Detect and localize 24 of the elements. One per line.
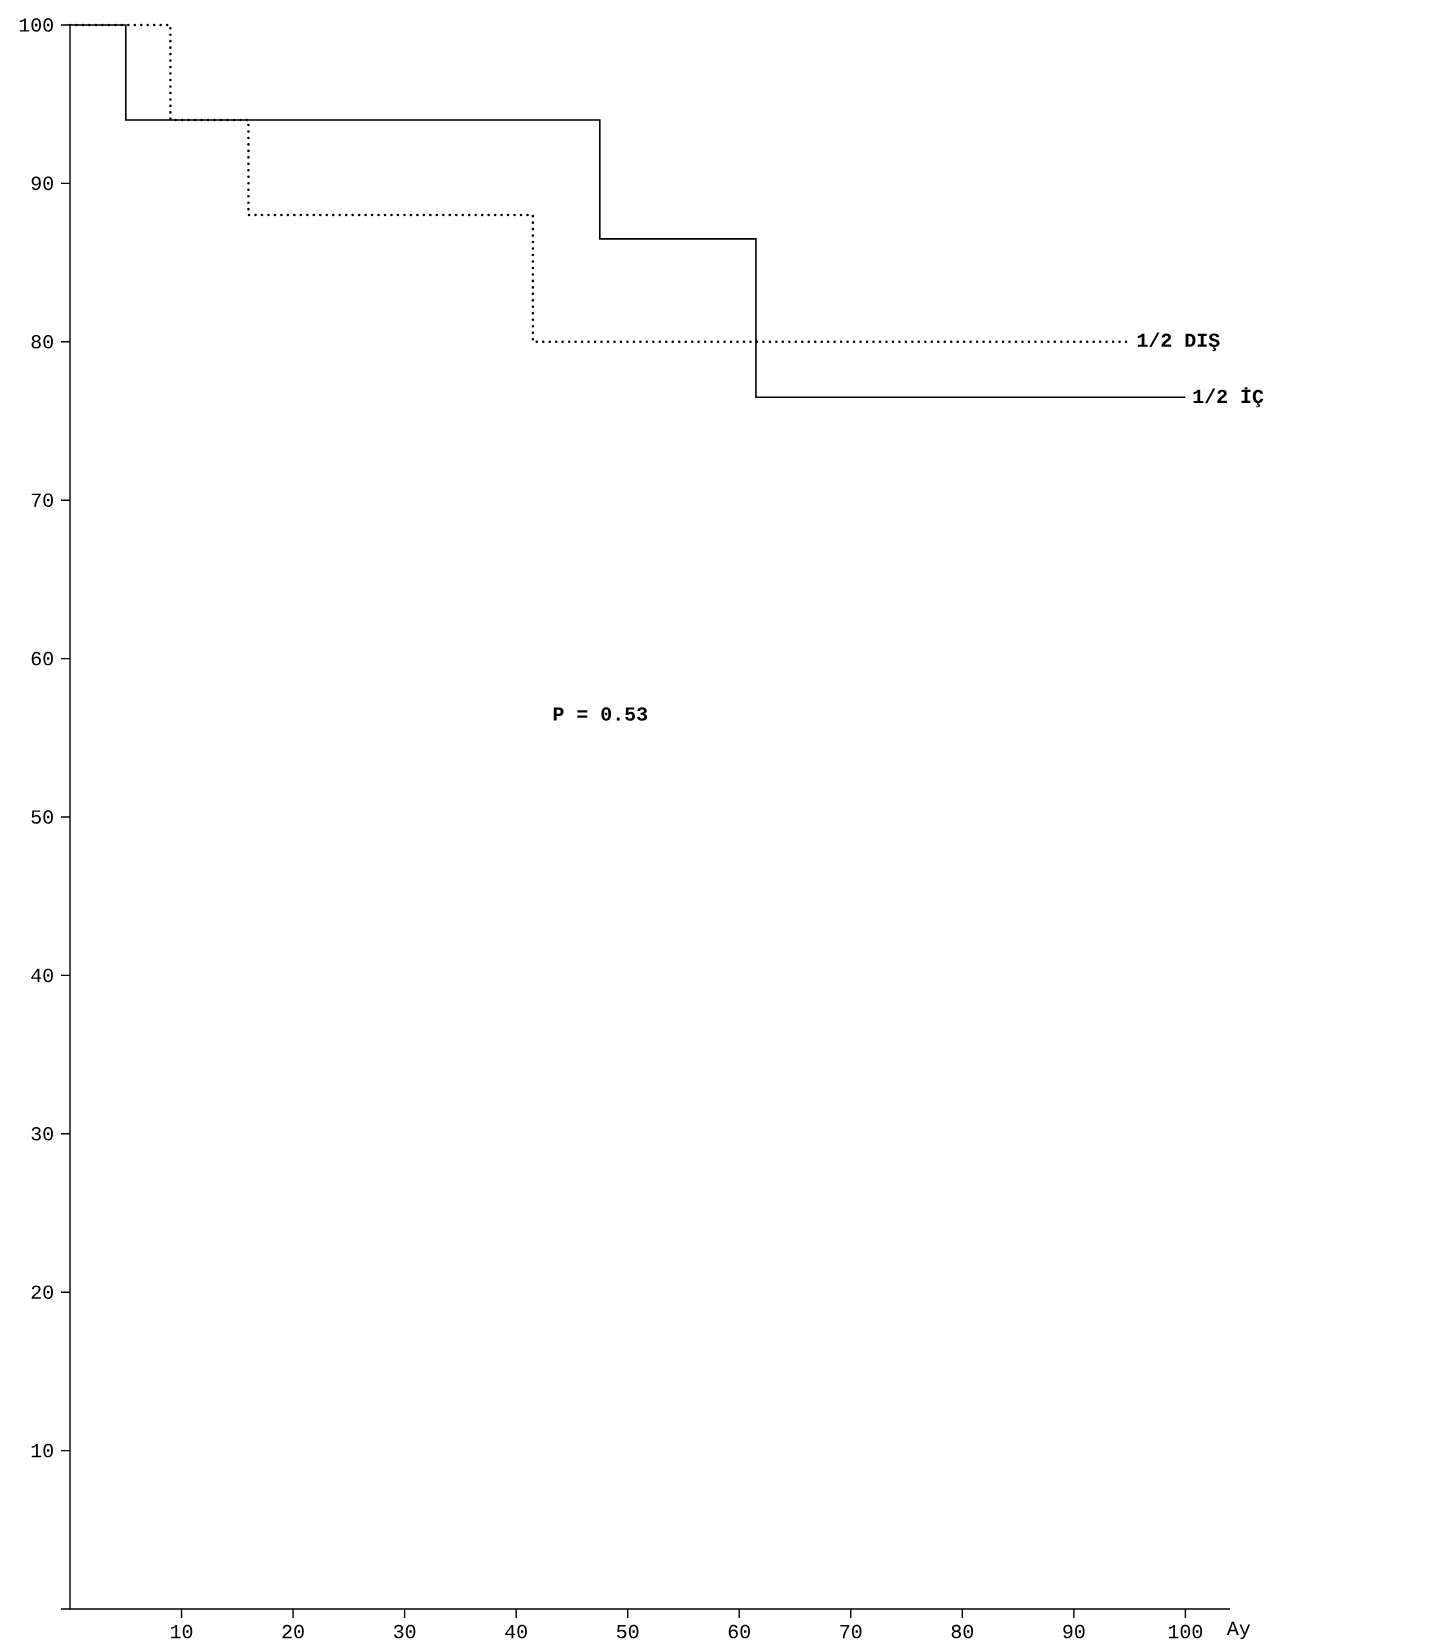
y-tick-label: 90 xyxy=(31,176,53,191)
x-tick-label: 70 xyxy=(840,1624,862,1639)
x-tick-label: 10 xyxy=(171,1624,193,1639)
x-tick-label: 40 xyxy=(505,1624,527,1639)
y-tick-label: 10 xyxy=(31,1443,53,1458)
y-tick-label: 70 xyxy=(31,493,53,507)
y-tick-label: 100 xyxy=(19,18,53,32)
x-tick-label: 80 xyxy=(951,1624,974,1639)
x-tick-label: 20 xyxy=(282,1624,304,1639)
annotation: P = 0.53 xyxy=(553,707,648,721)
x-tick-label: 50 xyxy=(616,1624,639,1639)
x-tick-label: 30 xyxy=(393,1624,416,1639)
x-axis-title: Ay xyxy=(1226,1621,1251,1640)
y-tick-label: 80 xyxy=(31,335,53,349)
x-tick-label: 90 xyxy=(1063,1624,1085,1639)
y-tick-label: 40 xyxy=(31,968,53,983)
y-tick-label: 30 xyxy=(31,1127,53,1141)
x-tick-label: 100 xyxy=(1168,1624,1203,1639)
y-tick-label: 60 xyxy=(31,651,53,666)
x-tick-label: 60 xyxy=(728,1624,750,1639)
y-tick-label: 20 xyxy=(31,1285,53,1299)
series-label: 1/2 İÇ xyxy=(1193,387,1264,408)
y-tick-label: 50 xyxy=(31,810,53,824)
series-label: 1/2 DIŞ xyxy=(1137,332,1220,352)
